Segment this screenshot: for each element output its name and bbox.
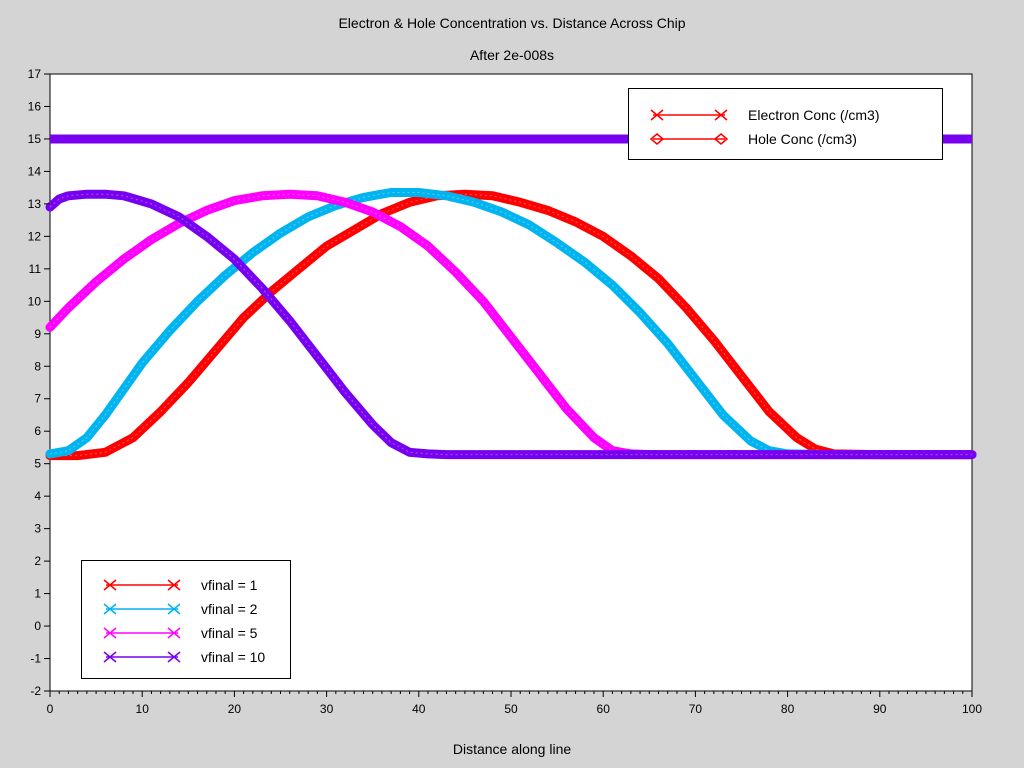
x-tick-label: 0: [47, 702, 54, 716]
y-tick-label: -2: [30, 684, 41, 698]
legend-entry-hole-conc: Hole Conc (/cm3): [629, 129, 942, 149]
y-tick-label: 13: [28, 197, 42, 211]
legend-swatch-electron-conc: [650, 109, 728, 121]
series-line-vfinal-2: [45, 188, 977, 460]
legend-series: vfinal = 1 vfinal = 2 vfinal = 5 vfinal = 1…: [81, 560, 291, 679]
legend-label-vfinal-5: vfinal = 5: [201, 625, 258, 641]
legend-swatch-vfinal-2: [103, 603, 181, 615]
x-tick-label: 100: [962, 702, 982, 716]
y-tick-label: 3: [34, 522, 41, 536]
legend-entry-electron-conc: Electron Conc (/cm3): [629, 105, 942, 125]
legend-entry-vfinal-5: vfinal = 5: [82, 623, 290, 643]
y-tick-label: 7: [34, 392, 41, 406]
y-tick-label: 12: [28, 229, 42, 243]
x-tick-label: 50: [504, 702, 518, 716]
y-tick-label: 1: [34, 587, 41, 601]
axes: 0 10 20 30 40 50 60 70 80 90 100-2-101234567891011…: [28, 67, 983, 716]
y-tick-label: 14: [28, 164, 42, 178]
legend-swatch-vfinal-1: [103, 579, 181, 591]
y-tick-label: 6: [34, 424, 41, 438]
legend-label-vfinal-10: vfinal = 10: [201, 649, 266, 665]
y-tick-label: 2: [34, 554, 41, 568]
x-tick-label: 40: [412, 702, 426, 716]
x-tick-label: 20: [228, 702, 242, 716]
legend-label-electron-conc: Electron Conc (/cm3): [748, 107, 880, 123]
legend-concentration-type: Electron Conc (/cm3) Hole Conc (/cm3): [628, 88, 943, 160]
chart-title: Electron & Hole Concentration vs. Distan…: [338, 15, 686, 31]
x-tick-label: 80: [781, 702, 795, 716]
series-texture-vfinal-2: [49, 192, 972, 456]
y-tick-label: 5: [34, 457, 41, 471]
legend-swatch-hole-conc: [649, 133, 729, 145]
x-tick-label: 10: [136, 702, 150, 716]
legend-label-vfinal-1: vfinal = 1: [201, 577, 258, 593]
series-line-vfinal-1: [45, 189, 977, 461]
series-texture-vfinal-5: [49, 193, 972, 456]
y-tick-label: 16: [28, 99, 42, 113]
x-tick-label: 30: [320, 702, 334, 716]
y-tick-label: 8: [34, 359, 41, 373]
legend-entry-vfinal-2: vfinal = 2: [82, 599, 290, 619]
legend-swatch-vfinal-5: [103, 627, 181, 639]
series-line-vfinal-5: [45, 189, 977, 460]
legend-label-hole-conc: Hole Conc (/cm3): [748, 131, 857, 147]
y-tick-label: 11: [29, 262, 42, 276]
legend-label-vfinal-2: vfinal = 2: [201, 601, 258, 617]
y-tick-label: 9: [34, 327, 41, 341]
x-axis-label: Distance along line: [452, 741, 572, 757]
chart-subtitle: After 2e-008s: [469, 47, 555, 63]
legend-entry-vfinal-1: vfinal = 1: [82, 575, 290, 595]
legend-entry-vfinal-10: vfinal = 10: [82, 647, 290, 667]
y-tick-label: 17: [28, 67, 42, 81]
x-tick-label: 90: [873, 702, 887, 716]
series-texture-vfinal-1: [50, 193, 972, 457]
y-tick-label: 4: [34, 489, 41, 503]
y-tick-label: 10: [28, 294, 42, 308]
x-tick-label: 60: [597, 702, 611, 716]
y-tick-label: -1: [30, 652, 41, 666]
series-texture-vfinal-10: [49, 193, 972, 456]
y-tick-label: 0: [34, 619, 41, 633]
y-tick-label: 15: [28, 132, 42, 146]
x-tick-label: 70: [689, 702, 703, 716]
series-line-vfinal-10: [45, 189, 977, 460]
legend-swatch-vfinal-10: [103, 651, 181, 663]
